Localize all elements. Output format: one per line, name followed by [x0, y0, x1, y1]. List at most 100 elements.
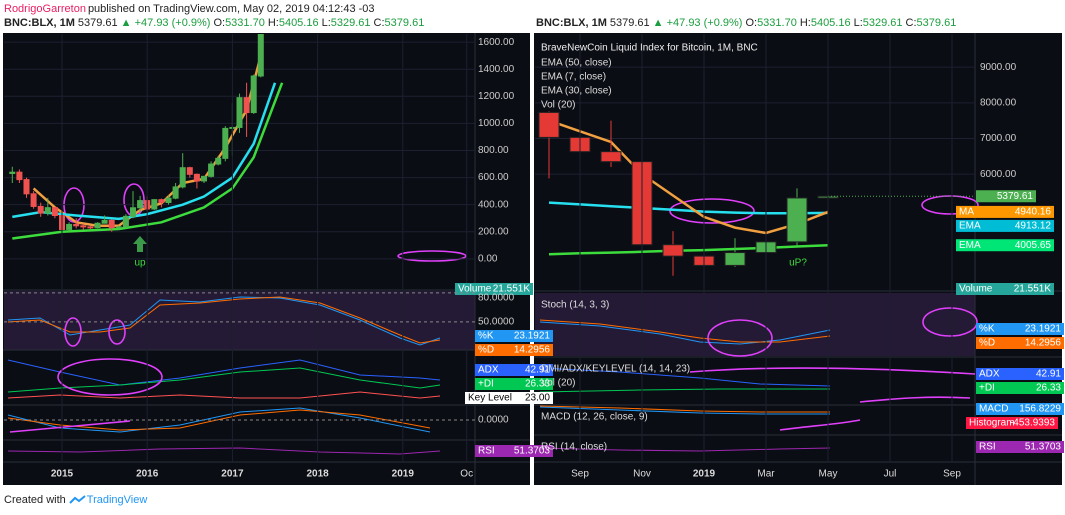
price-tag-value: 4005.65	[1015, 240, 1052, 251]
price-tag-value: 51.3703	[514, 446, 551, 457]
candle-body	[201, 175, 207, 182]
symbol: BNC:BLX, 1M	[536, 17, 607, 29]
price-tag-name: Volume	[458, 284, 492, 295]
published: published on TradingView.com, May 02, 20…	[87, 3, 375, 15]
x-tick-label: Sep	[943, 469, 961, 480]
price-tag-value: 23.1921	[514, 331, 551, 342]
indicator-scale-label: 0.0000	[478, 415, 509, 426]
x-tick-label: Sep	[571, 469, 589, 480]
price-tag-name: Key Level	[468, 393, 512, 404]
price-tag-name: %D	[478, 345, 494, 356]
price-tag-name: EMA	[959, 221, 981, 232]
footer: Created with TradingView	[4, 494, 150, 506]
price-tag-name: %D	[979, 338, 995, 349]
x-tick-label: 2016	[136, 469, 159, 480]
candle-body	[724, 252, 746, 266]
candle-body	[236, 97, 243, 128]
ema-line	[32, 55, 263, 227]
ohlc-value: 5379.61	[916, 17, 957, 29]
candle-body	[208, 163, 215, 177]
candle-body	[172, 186, 179, 199]
x-tick-label: 2019	[392, 469, 415, 480]
ohlc: O:5331.70 H:5405.16 L:5329.61 C:5379.61	[745, 17, 959, 29]
x-tick-label: Mar	[757, 469, 775, 480]
price-tag-bg	[976, 337, 1064, 349]
x-tick-label: Nov	[633, 469, 651, 480]
price-tag-bg	[455, 283, 533, 295]
candle-body	[37, 205, 44, 214]
header: RodrigoGarreton published on TradingView.…	[4, 3, 378, 15]
ema-line	[548, 119, 829, 235]
ohlc-key: H:	[267, 17, 279, 29]
price-tag-bg	[976, 190, 1036, 203]
price-tag-bg	[976, 382, 1064, 394]
candle-body	[9, 171, 16, 175]
price-tag-name: %K	[478, 331, 494, 342]
plot-area	[4, 34, 475, 260]
candle-body	[44, 207, 51, 214]
y-tick-label: 9000.00	[980, 62, 1017, 73]
price-tag-name: EMA	[959, 240, 981, 251]
price-tag-value: 4940.16	[1015, 207, 1052, 218]
x-tick-label: 2019	[693, 469, 716, 480]
price-tag-value: 26.33	[525, 379, 550, 390]
price-tag-bg	[976, 368, 1064, 380]
price-tag-name: ADX	[478, 365, 499, 376]
candle-body	[243, 97, 250, 114]
candle-body	[66, 223, 73, 230]
x-tick-label: 2015	[51, 469, 74, 480]
up-arrow	[133, 236, 147, 252]
ohlc-value: 5405.16	[278, 17, 319, 29]
candle-body	[165, 197, 172, 203]
candle-body	[257, 34, 264, 77]
price-tag-value: 21.551K	[1014, 284, 1052, 295]
change: ▲ +47.93 (+0.9%)	[652, 17, 743, 29]
ohlc-value: 5331.70	[757, 17, 797, 29]
y-tick-label: 1200.00	[478, 91, 515, 102]
price-tag-name: RSI	[478, 446, 495, 457]
ohlc-key: O:	[213, 17, 226, 29]
y-tick-label: 400.00	[478, 199, 509, 210]
price-tag-bg	[956, 205, 1054, 218]
indicator-lines	[7, 296, 831, 455]
price-tag-bg	[956, 219, 1054, 232]
ohlc-key: C:	[905, 17, 917, 29]
indicator-scale-label: 80.0000	[478, 293, 515, 304]
price-tag-bg	[966, 417, 1058, 429]
ohlc: O:5331.70 H:5405.16 L:5329.61 C:5379.61	[213, 17, 427, 29]
x-tick-label: 2017	[221, 469, 244, 480]
price-tag-value: 14.2956	[1025, 338, 1062, 349]
price-tag-value: 156.8229	[1019, 404, 1061, 415]
legend-title: BraveNewCoin Liquid Index for Bitcoin, 1…	[541, 43, 758, 54]
price-tag-name: Histogram	[969, 418, 1015, 429]
candle-body	[87, 226, 94, 229]
x-tick-label: Oc	[460, 469, 473, 480]
indicator-scale-label: 50.0000	[478, 317, 515, 328]
price-tag-name: MA	[959, 207, 974, 218]
candle-body	[250, 75, 257, 114]
price-tag-bg	[475, 445, 553, 457]
candle-body	[23, 179, 30, 195]
y-tick-label: 1400.00	[478, 64, 515, 75]
symbol: BNC:BLX, 1M	[4, 17, 75, 29]
price-tag-bg	[475, 330, 553, 342]
price-tag-value: 51.3703	[1025, 442, 1062, 453]
candle-body	[786, 197, 808, 243]
indicator-title: MACD (12, 26, close, 9)	[541, 412, 648, 423]
change: ▲ +47.93 (+0.9%)	[120, 17, 211, 29]
price-tag-bg	[465, 392, 553, 404]
ema-line	[12, 82, 284, 240]
candle-body	[222, 127, 229, 159]
symbol-bar: BNC:BLX, 1M 5379.61 ▲ +47.93 (+0.9%) O:5331…	[536, 17, 962, 29]
price-tag-value: 5379.61	[997, 191, 1034, 202]
price-tag-name: +DI	[979, 383, 995, 394]
candle-body	[215, 157, 222, 165]
candle-body	[538, 111, 560, 138]
price-tag-value: 42.91	[1036, 369, 1061, 380]
price-tag-bg	[475, 364, 553, 376]
brand: TradingView	[86, 494, 148, 506]
indicator-title: Stoch (14, 3, 3)	[541, 300, 609, 311]
legend-entry: Vol (20)	[541, 100, 575, 111]
y-tick-label: 800.00	[478, 145, 509, 156]
indicator-title: RSI (14, close)	[541, 442, 607, 453]
